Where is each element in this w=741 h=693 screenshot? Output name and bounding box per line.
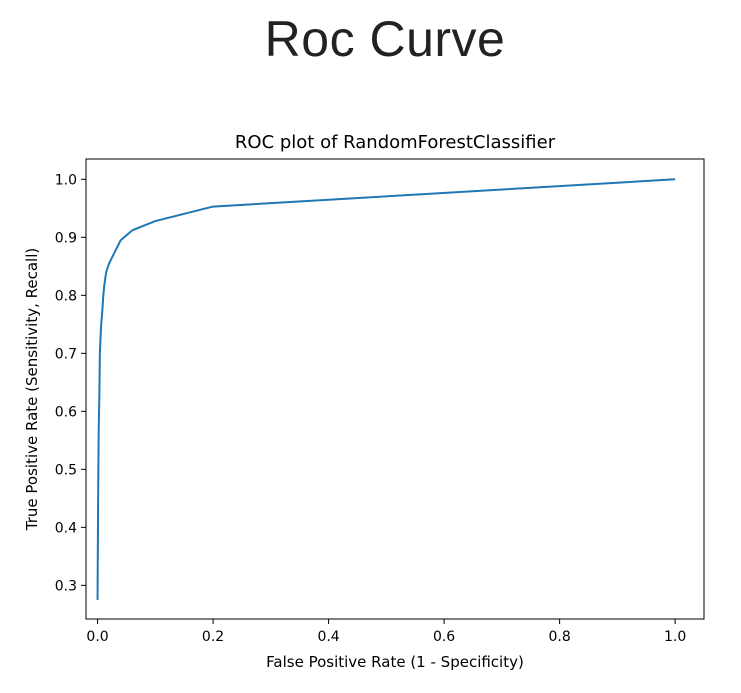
y-tick-label: 0.4 <box>55 520 77 536</box>
plot-area <box>85 158 705 620</box>
y-tick-label: 0.8 <box>55 288 77 304</box>
chart-title: ROC plot of RandomForestClassifier <box>235 132 556 153</box>
y-axis-label: True Positive Rate (Sensitivity, Recall) <box>23 248 41 531</box>
x-tick-label: 0.0 <box>86 629 108 645</box>
y-axis: 0.3 0.4 0.5 0.6 0.7 0.8 0.9 1.0 <box>55 172 86 594</box>
x-tick-label: 1.0 <box>664 629 686 645</box>
x-tick-label: 0.2 <box>202 629 224 645</box>
y-tick-label: 0.9 <box>55 230 77 246</box>
x-axis-label: False Positive Rate (1 - Specificity) <box>266 653 524 671</box>
x-tick-label: 0.4 <box>317 629 339 645</box>
x-axis: 0.0 0.2 0.4 0.6 0.8 1.0 <box>86 619 686 645</box>
y-tick-label: 1.0 <box>55 172 77 188</box>
y-tick-label: 0.5 <box>55 462 77 478</box>
y-tick-label: 0.7 <box>55 346 77 362</box>
y-tick-label: 0.3 <box>55 578 77 594</box>
series-layer <box>96 178 676 600</box>
x-tick-label: 0.6 <box>433 629 455 645</box>
page-title: Roc Curve <box>264 11 506 67</box>
x-tick-label: 0.8 <box>548 629 570 645</box>
y-tick-label: 0.6 <box>55 404 77 420</box>
roc-curve-line <box>96 178 676 600</box>
